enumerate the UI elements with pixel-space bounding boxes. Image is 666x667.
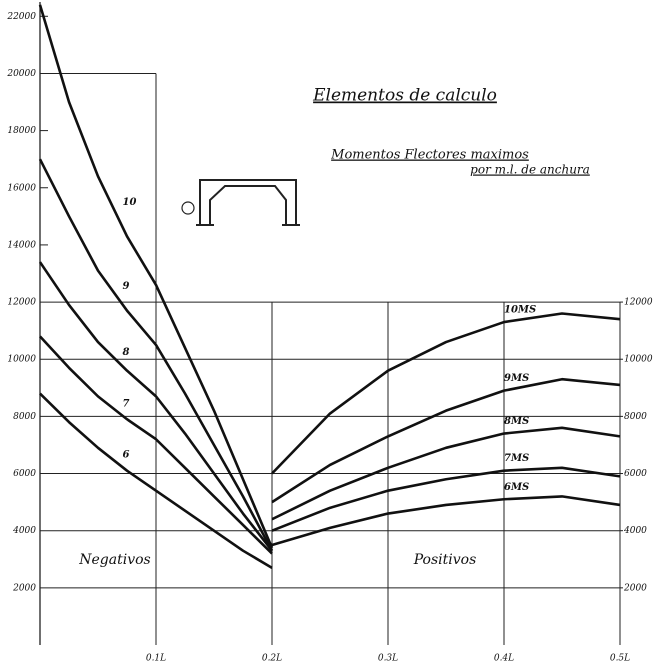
x-tick-label: 0.4L: [494, 654, 514, 664]
y-tick-label: 8000: [13, 412, 36, 422]
series-label: 6: [123, 450, 130, 461]
series-label: 6MS: [504, 482, 529, 493]
series-label: 8: [123, 347, 130, 358]
y-tick-label: 20000: [6, 69, 36, 79]
annotation: Negativos: [78, 552, 150, 568]
y2-tick-label: 6000: [624, 469, 647, 479]
y2-tick-label: 4000: [623, 526, 647, 536]
x-tick-label: 0.1L: [146, 654, 166, 664]
y-tick-label: 18000: [7, 126, 36, 136]
y-tick-label: 22000: [6, 12, 36, 22]
series-label: 7: [123, 398, 130, 409]
line-series: [272, 379, 620, 502]
y-tick-label: 6000: [13, 469, 36, 479]
annotation: Positivos: [413, 552, 477, 568]
y-tick-label: 4000: [12, 526, 36, 536]
x-tick-label: 0.2L: [262, 654, 282, 664]
x-tick-label: 0.5L: [610, 654, 630, 664]
frame-sketch: [182, 180, 300, 225]
series-label: 8MS: [504, 416, 529, 427]
y-tick-label: 12000: [7, 298, 36, 308]
series-label: 10: [123, 197, 137, 208]
series-label: 10MS: [504, 305, 536, 316]
subtitle: Momentos Flectores maximos: [330, 148, 529, 163]
x-tick-label: 0.3L: [378, 654, 398, 664]
y-tick-label: 10000: [7, 355, 36, 365]
line-series: [272, 468, 620, 531]
y2-tick-label: 2000: [623, 583, 647, 593]
series-label: 7MS: [504, 453, 529, 464]
y-tick-label: 14000: [7, 240, 36, 250]
y-tick-label: 16000: [7, 183, 36, 193]
subtitle: por m.l. de anchura: [470, 163, 590, 177]
y2-tick-label: 10000: [624, 355, 653, 365]
y2-tick-label: 8000: [624, 412, 647, 422]
page: {"chart_data": {"type": "line", "title":…: [0, 0, 666, 667]
chart: Elementos de calculo Momentos Flectores …: [0, 0, 666, 667]
series-label: 9MS: [504, 373, 529, 384]
line-series: [272, 496, 620, 545]
chart-title: Elementos de calculo: [312, 86, 497, 106]
y2-tick-label: 12000: [624, 298, 653, 308]
series-label: 9: [123, 281, 130, 292]
line-series: [272, 313, 620, 473]
y-tick-label: 2000: [12, 583, 36, 593]
